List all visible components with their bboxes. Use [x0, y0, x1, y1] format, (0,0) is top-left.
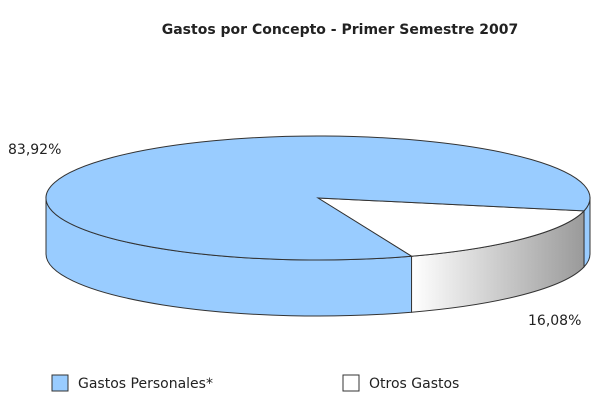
legend-swatch — [342, 374, 360, 392]
slice — [316, 197, 586, 257]
slice — [45, 135, 591, 261]
data-label: 16,08% — [528, 313, 581, 329]
legend-label: Otros Gastos — [369, 376, 459, 392]
legend-label: Gastos Personales* — [78, 376, 213, 392]
chart-title: Gastos por Concepto - Primer Semestre 20… — [162, 22, 519, 38]
legend-swatch — [51, 374, 69, 392]
data-label: 83,92% — [8, 142, 61, 158]
